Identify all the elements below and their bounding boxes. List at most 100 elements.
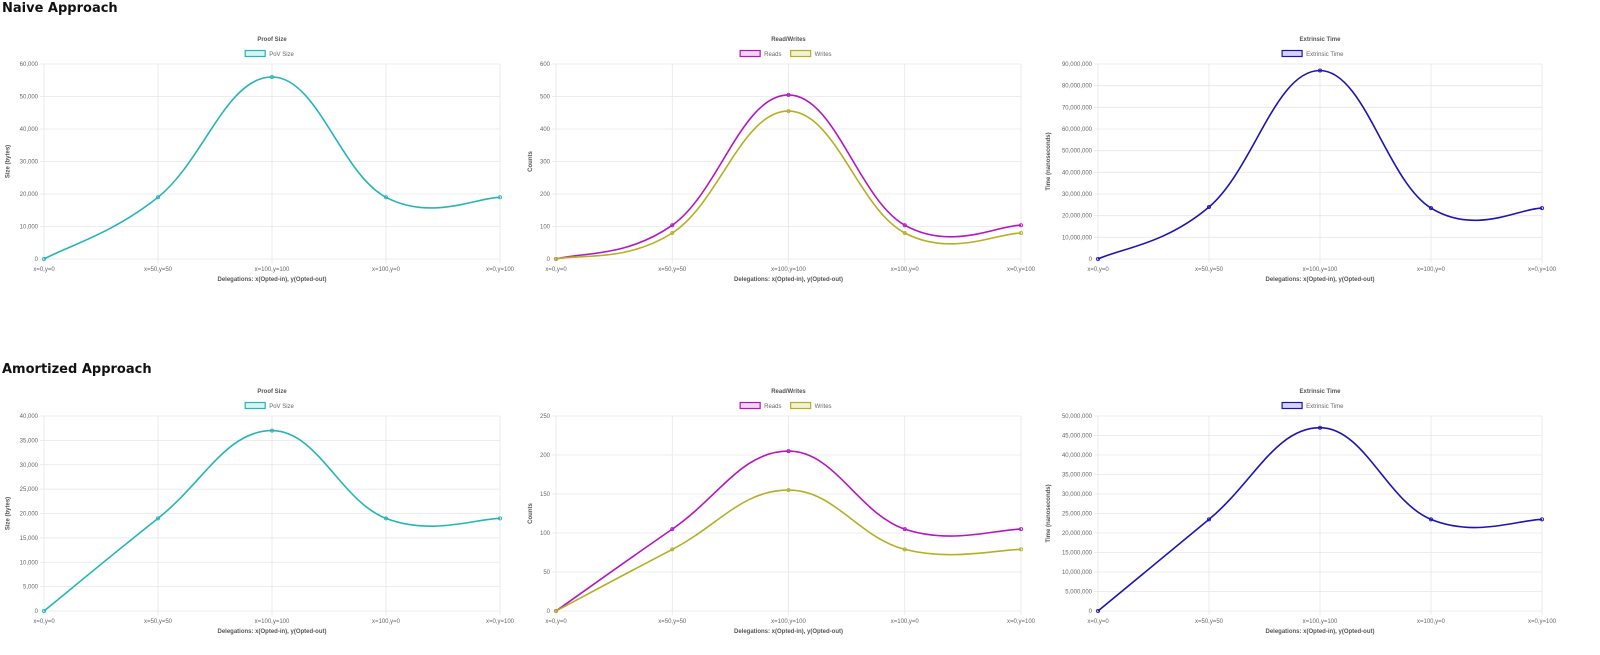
data-point-writes <box>786 109 791 114</box>
data-point-pov-size <box>497 195 502 200</box>
legend-label: Extrinsic Time <box>1306 52 1344 58</box>
y-tick-label: 10,000,000 <box>1062 235 1093 241</box>
legend-swatch-extrinsic-time <box>1281 49 1303 58</box>
x-axis-title: Delegations: x(Opted-in), y(Opted-out) <box>218 629 327 635</box>
y-tick-label: 5,000 <box>23 585 39 591</box>
y-tick-label: 30,000,000 <box>1062 192 1093 198</box>
data-point-writes <box>1018 230 1023 235</box>
y-axis-title: Counts <box>528 503 534 524</box>
y-tick-label: 25,000 <box>20 487 39 493</box>
data-point-extrinsic-time <box>1317 425 1322 430</box>
series-line-reads <box>555 94 1022 260</box>
data-point-pov-size <box>383 195 388 200</box>
x-tick-label: x=0,y=100 <box>486 267 515 273</box>
x-tick-label: x=0,y=100 <box>1007 619 1036 625</box>
x-tick-label: x=50,y=50 <box>1195 619 1224 625</box>
y-tick-label: 30,000,000 <box>1062 492 1093 498</box>
data-point-writes <box>902 547 907 552</box>
data-point-pov-size <box>42 608 47 613</box>
y-tick-label: 10,000,000 <box>1062 570 1093 576</box>
x-tick-label: x=0,y=100 <box>486 619 515 625</box>
x-tick-label: x=0,y=0 <box>1087 267 1109 273</box>
series-line-writes <box>555 489 1022 612</box>
x-tick-label: x=0,y=100 <box>1007 267 1036 273</box>
y-tick-label: 0 <box>1089 609 1093 615</box>
data-point-extrinsic-time <box>1096 256 1101 261</box>
y-tick-label: 50,000 <box>20 95 39 101</box>
data-point-writes <box>670 230 675 235</box>
y-tick-label: 100 <box>540 225 551 231</box>
x-tick-label: x=0,y=0 <box>33 267 55 273</box>
y-tick-label: 40,000,000 <box>1062 170 1093 176</box>
amortized-proof-size-chart: Proof Size PoV Size 0 5,000 10,000 15,000 20,0… <box>6 389 515 635</box>
data-point-pov-size <box>155 516 160 521</box>
naive-proof-size-chart: Proof Size PoV Size 0 10,000 20,000 30,000 40,… <box>6 37 515 283</box>
series-line-writes <box>555 110 1022 260</box>
y-tick-label: 600 <box>540 62 551 68</box>
y-tick-label: 150 <box>540 492 551 498</box>
chart-title: Read/Writes <box>771 389 806 395</box>
y-tick-label: 60,000,000 <box>1062 127 1093 133</box>
data-point-extrinsic-time <box>1428 206 1433 211</box>
series-line-pov-size <box>43 76 501 260</box>
data-point-extrinsic-time <box>1539 206 1544 211</box>
y-axis-title: Size (bytes) <box>6 145 12 178</box>
naive-extrinsic-time-chart: Extrinsic Time Extrinsic Time 0 10,000,000 2… <box>1046 37 1557 283</box>
x-tick-label: x=50,y=50 <box>144 267 173 273</box>
data-point-pov-size <box>42 256 47 261</box>
chart-title: Extrinsic Time <box>1300 389 1342 395</box>
y-tick-label: 400 <box>540 127 551 133</box>
y-tick-label: 50,000,000 <box>1062 414 1093 420</box>
y-axis-title: Counts <box>528 151 534 172</box>
y-tick-label: 10,000 <box>20 225 39 231</box>
y-tick-label: 15,000,000 <box>1062 551 1093 557</box>
chart-title: Proof Size <box>257 37 287 43</box>
legend-label: Writes <box>815 52 832 58</box>
x-tick-label: x=100,y=0 <box>1417 267 1446 273</box>
x-tick-label: x=50,y=50 <box>144 619 173 625</box>
x-tick-label: x=0,y=0 <box>545 267 567 273</box>
y-tick-label: 200 <box>540 453 551 459</box>
amortized-extrinsic-time-chart: Extrinsic Time Extrinsic Time 0 5,000,000 10… <box>1046 389 1557 635</box>
y-axis-title: Time (nanoseconds) <box>1046 132 1052 190</box>
y-tick-label: 80,000,000 <box>1062 84 1093 90</box>
section-title-amortized: Amortized Approach <box>2 362 152 377</box>
y-tick-label: 30,000 <box>20 463 39 469</box>
data-point-extrinsic-time <box>1096 608 1101 613</box>
y-tick-label: 40,000,000 <box>1062 453 1093 459</box>
x-tick-label: x=100,y=100 <box>771 267 806 273</box>
legend-label: Reads <box>764 52 781 58</box>
y-tick-label: 0 <box>1089 257 1093 263</box>
y-tick-label: 50,000,000 <box>1062 149 1093 155</box>
data-point-reads <box>902 223 907 228</box>
legend-swatch-writes <box>790 401 812 410</box>
data-point-writes <box>670 547 675 552</box>
y-tick-label: 0 <box>547 257 551 263</box>
y-tick-label: 20,000 <box>20 512 39 518</box>
legend-swatch-writes <box>790 49 812 58</box>
legend-label: PoV Size <box>269 404 294 410</box>
x-tick-label: x=100,y=0 <box>372 267 401 273</box>
x-tick-label: x=0,y=100 <box>1528 267 1557 273</box>
x-tick-label: x=50,y=50 <box>658 619 687 625</box>
x-tick-label: x=50,y=50 <box>658 267 687 273</box>
y-tick-label: 500 <box>540 95 551 101</box>
series-line-extrinsic-time <box>1097 69 1543 260</box>
x-tick-label: x=100,y=100 <box>771 619 806 625</box>
y-tick-label: 300 <box>540 160 551 166</box>
data-point-reads <box>902 527 907 532</box>
legend-label: Reads <box>764 404 781 410</box>
x-tick-label: x=100,y=0 <box>1417 619 1446 625</box>
data-point-writes <box>553 608 558 613</box>
x-tick-label: x=100,y=100 <box>255 267 290 273</box>
x-tick-label: x=100,y=0 <box>372 619 401 625</box>
x-tick-label: x=100,y=100 <box>1303 267 1338 273</box>
chart-title: Extrinsic Time <box>1300 37 1342 43</box>
x-axis-title: Delegations: x(Opted-in), y(Opted-out) <box>1266 277 1375 283</box>
x-axis-title: Delegations: x(Opted-in), y(Opted-out) <box>734 629 843 635</box>
y-tick-label: 35,000,000 <box>1062 473 1093 479</box>
y-tick-label: 25,000,000 <box>1062 512 1093 518</box>
y-tick-label: 20,000,000 <box>1062 531 1093 537</box>
y-tick-label: 200 <box>540 192 551 198</box>
series-line-pov-size <box>43 429 501 612</box>
